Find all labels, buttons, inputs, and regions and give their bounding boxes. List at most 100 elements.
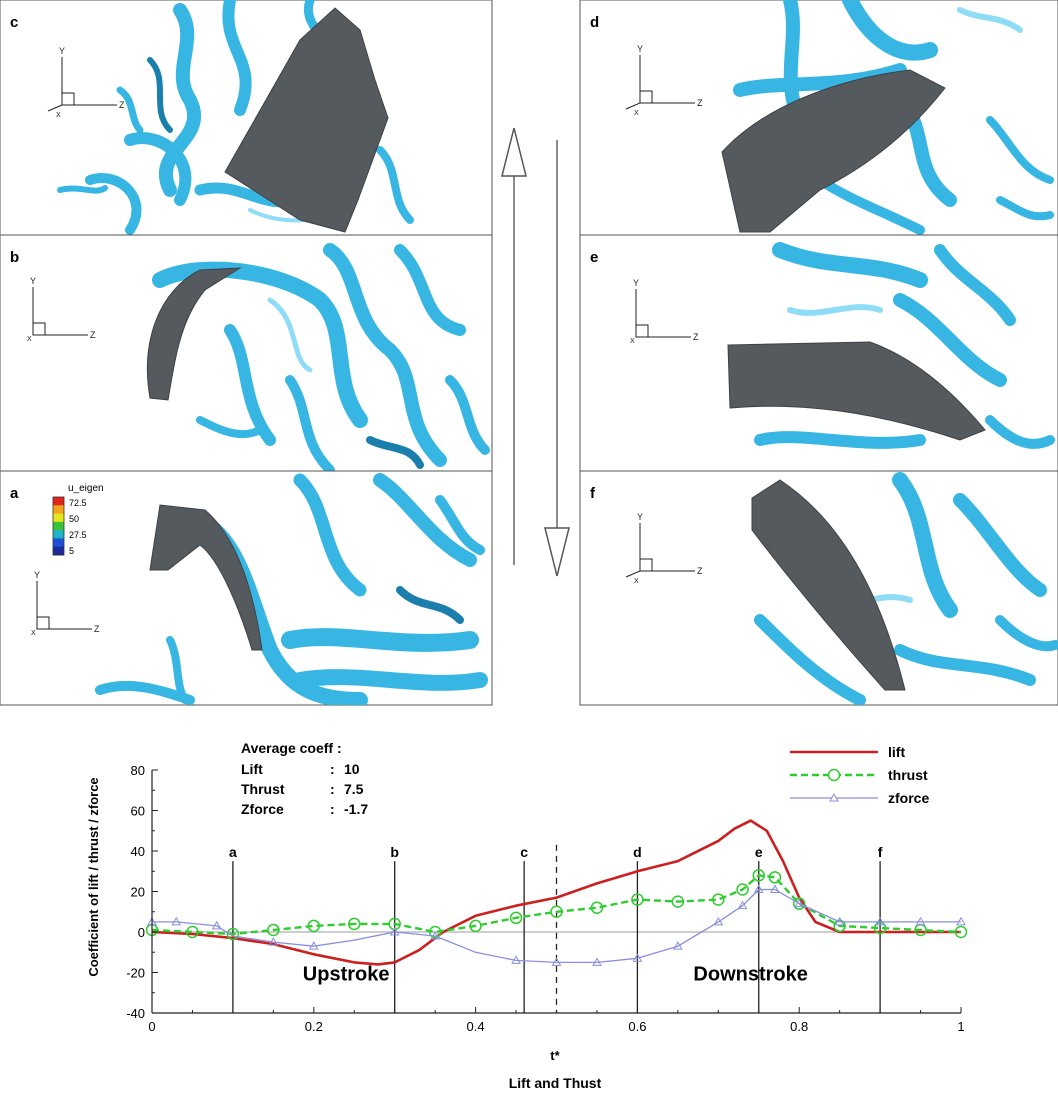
series-line-zforce	[152, 888, 961, 964]
series-point-thrust	[792, 897, 806, 910]
axis-label-x: X	[634, 578, 639, 585]
axis-triad-f: Y Z X	[625, 512, 703, 585]
series-point-thrust	[833, 919, 846, 933]
wing	[721, 69, 946, 233]
x-tick-label: 0.2	[305, 1019, 323, 1034]
average-name: Thrust	[241, 781, 285, 797]
phase-label-e: e	[755, 844, 763, 860]
annotation-downstroke: Downstroke	[693, 964, 807, 986]
x-tick-label: 0.6	[628, 1019, 646, 1034]
axis-label-y: Y	[633, 278, 639, 288]
x-tick-label: 0.4	[467, 1019, 485, 1034]
axis-triad-a: Y Z X	[31, 570, 100, 637]
panel-f	[579, 470, 1058, 706]
series-point-thrust	[388, 917, 401, 931]
axis-label-x: X	[634, 110, 639, 117]
axis-triad-b: Y Z X	[27, 276, 96, 343]
panel-overlays: c Y Z Xb Y Z Xa Y Z Xd Y Z Xe Y Z Xf Y Z X	[10, 14, 703, 637]
series-point-thrust	[712, 893, 725, 906]
colorbar-swatch	[53, 513, 64, 523]
colorbar-swatch	[53, 497, 64, 506]
phase-label-d: d	[633, 844, 642, 860]
axis-label-z: Z	[693, 332, 699, 342]
colorbar-swatch	[53, 530, 64, 539]
y-tick-label: 20	[131, 885, 145, 900]
series-point-thrust	[186, 925, 199, 939]
panel-label-c: c	[10, 14, 18, 31]
colorbar-tick-label: 72.5	[69, 498, 87, 508]
phase-label-b: b	[390, 844, 399, 860]
y-tick-label: 0	[138, 925, 145, 940]
panel-e	[579, 234, 1058, 472]
y-tick-label: 80	[131, 763, 145, 778]
legend-item-thrust: thrust	[790, 767, 928, 783]
series-point-thrust	[590, 901, 604, 914]
average-value: 10	[344, 761, 360, 777]
panel-label-f: f	[590, 485, 596, 502]
colorbar: u_eigen 72.5 50 27.5 5	[52, 483, 104, 556]
panel-d	[579, 0, 1058, 236]
colorbar-tick-label: 27.5	[69, 530, 87, 540]
series-point-zforce	[956, 916, 966, 926]
average-value: -1.7	[344, 801, 368, 817]
colorbar-swatch	[53, 546, 64, 556]
axis-label-z: Z	[697, 566, 703, 576]
series-point-thrust	[509, 911, 523, 925]
wing	[224, 7, 389, 233]
average-separator: :	[330, 761, 335, 777]
legend-item-lift: lift	[790, 744, 905, 760]
series-point-thrust	[267, 923, 280, 937]
legend-label-thrust: thrust	[888, 767, 928, 783]
panel-label-a: a	[10, 485, 19, 502]
series-point-zforce	[753, 884, 764, 893]
series-point-zforce	[770, 884, 780, 893]
average-coefficients: Average coeff : Lift:10Thrust:7.5Zforce:…	[241, 740, 368, 817]
series-point-zforce	[713, 916, 724, 926]
series-point-thrust	[226, 927, 240, 941]
axis-label-z: Z	[119, 100, 125, 110]
legend-label-lift: lift	[888, 744, 905, 760]
vortex-isosurface	[754, 242, 1055, 449]
series-point-zforce	[592, 957, 602, 966]
legend-item-zforce: zforce	[790, 790, 929, 806]
axis-label-y: Y	[34, 570, 40, 580]
average-name: Lift	[241, 761, 263, 777]
axis-label-y: Y	[637, 512, 643, 522]
axis-triad-e: Y Z X	[630, 278, 699, 345]
y-tick-label: -20	[126, 966, 145, 981]
panel-label-b: b	[10, 249, 19, 266]
chart-ticks: -40 -20 0 20 40 60 80 0 0.2 0.4 0.6 0.8 1	[126, 763, 964, 1034]
average-name: Zforce	[241, 801, 284, 817]
axis-label-x: X	[31, 630, 36, 637]
axis-label-z: Z	[90, 330, 96, 340]
series-point-zforce	[211, 920, 222, 930]
axis-triad-c: Y Z X	[47, 46, 125, 119]
phase-label-f: f	[878, 844, 883, 860]
x-tick-label: 0.8	[790, 1019, 808, 1034]
wing	[751, 479, 906, 691]
axis-label-x: X	[56, 112, 61, 119]
series-point-thrust	[736, 883, 749, 896]
series-point-zforce	[672, 941, 683, 950]
downstroke-arrow	[544, 140, 570, 577]
y-tick-label: 40	[131, 844, 145, 859]
series-point-thrust	[671, 895, 685, 908]
average-separator: :	[330, 801, 335, 817]
x-axis-label: t*	[550, 1048, 560, 1063]
series-point-thrust	[752, 869, 765, 882]
legend: lift thrust zforce	[790, 744, 929, 806]
series-point-zforce	[308, 941, 319, 950]
colorbar-swatch	[53, 538, 64, 548]
panel-a	[0, 470, 493, 706]
panel-label-d: d	[590, 14, 599, 31]
series-point-thrust	[469, 919, 482, 933]
panel-c	[0, 0, 493, 236]
wing	[727, 341, 986, 441]
series-point-thrust	[428, 925, 442, 939]
colorbar-tick-label: 50	[69, 514, 79, 524]
colorbar-title: u_eigen	[68, 483, 104, 494]
axis-label-x: X	[27, 336, 32, 343]
legend-label-zforce: zforce	[888, 790, 929, 806]
series-point-zforce	[632, 953, 643, 962]
